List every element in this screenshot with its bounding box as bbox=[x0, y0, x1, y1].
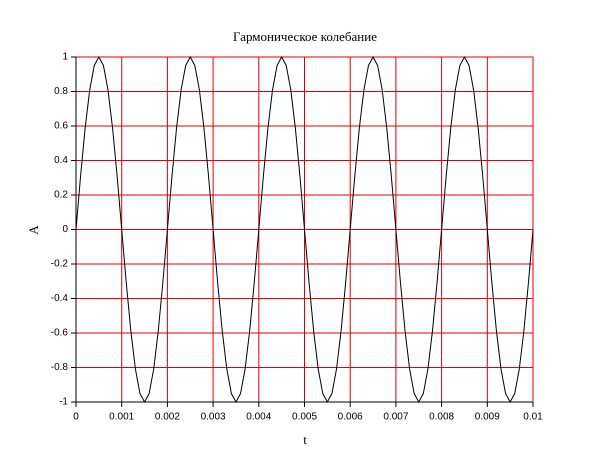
y-tick-label: 0.8 bbox=[54, 86, 68, 97]
y-tick-label: -0.2 bbox=[51, 259, 69, 270]
y-tick-label: 0.6 bbox=[54, 121, 68, 132]
x-tick-label: 0.006 bbox=[338, 412, 363, 423]
x-tick-label: 0.002 bbox=[155, 412, 180, 423]
y-tick-label: -0.8 bbox=[51, 362, 69, 373]
y-tick-label: 0 bbox=[62, 224, 68, 235]
x-tick-label: 0.005 bbox=[292, 412, 317, 423]
x-tick-label: 0.003 bbox=[201, 412, 226, 423]
line bbox=[75, 55, 534, 404]
chart-title: Гармоническое колебание bbox=[233, 29, 377, 44]
y-tick-label: -0.6 bbox=[51, 328, 69, 339]
y-tick-label: -1 bbox=[59, 397, 68, 408]
x-axis-label: t bbox=[303, 432, 307, 447]
x-tick-label: 0.007 bbox=[383, 412, 408, 423]
y-tick-label: 1 bbox=[62, 52, 68, 63]
x-tick-label: 0.004 bbox=[246, 412, 271, 423]
x-tick-label: 0 bbox=[73, 412, 79, 423]
x-tick-label: 0.008 bbox=[429, 412, 454, 423]
y-tick-label: 0.4 bbox=[54, 155, 68, 166]
y-axis-label: A bbox=[26, 225, 41, 235]
x-tick-label: 0.001 bbox=[109, 412, 134, 423]
y-tick-label: 0.2 bbox=[54, 190, 68, 201]
x-tick-label: 0.01 bbox=[523, 412, 543, 423]
x-tick-label: 0.009 bbox=[475, 412, 500, 423]
y-tick-label: -0.4 bbox=[51, 293, 69, 304]
